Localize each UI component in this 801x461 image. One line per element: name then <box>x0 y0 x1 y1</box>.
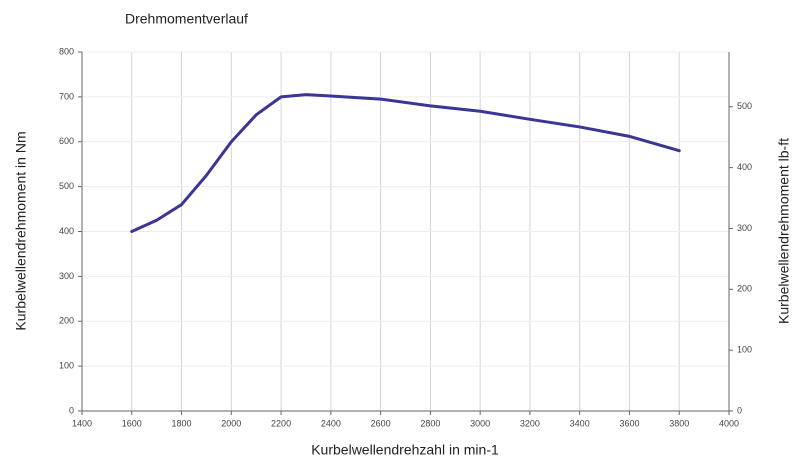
y-tick-label: 600 <box>59 136 74 146</box>
y-tick-label: 500 <box>59 181 74 191</box>
x-tick-label: 1600 <box>122 418 142 428</box>
y2-tick-label: 100 <box>737 345 752 355</box>
x-tick-label: 3800 <box>669 418 689 428</box>
x-tick-label: 3600 <box>619 418 639 428</box>
y2-tick-label: 0 <box>737 405 742 415</box>
y-tick-label: 400 <box>59 226 74 236</box>
y2-axis-label: Kurbelwellendrehmoment lb-ft <box>776 138 792 324</box>
y2-tick-label: 300 <box>737 223 752 233</box>
x-tick-label: 2800 <box>420 418 440 428</box>
chart-title: Drehmomentverlauf <box>125 11 248 27</box>
x-tick-label: 3200 <box>520 418 540 428</box>
x-tick-label: 3000 <box>470 418 490 428</box>
y2-tick-label: 400 <box>737 162 752 172</box>
y2-tick-label: 200 <box>737 284 752 294</box>
torque-line <box>130 93 681 233</box>
x-tick-label: 2200 <box>271 418 291 428</box>
y-tick-label: 300 <box>59 271 74 281</box>
y2-tick-label: 500 <box>737 101 752 111</box>
x-tick-label: 1400 <box>72 418 92 428</box>
x-tick-label: 2000 <box>221 418 241 428</box>
x-tick-label: 2400 <box>321 418 341 428</box>
y-tick-label: 800 <box>59 46 74 56</box>
y-tick-label: 200 <box>59 316 74 326</box>
y-tick-label: 0 <box>69 405 74 415</box>
x-tick-label: 4000 <box>719 418 739 428</box>
x-tick-label: 1800 <box>172 418 192 428</box>
y-tick-label: 100 <box>59 361 74 371</box>
y-tick-label: 700 <box>59 91 74 101</box>
y-axis-label: Kurbelwellendrehmoment in Nm <box>13 131 29 330</box>
x-tick-label: 3400 <box>570 418 590 428</box>
x-tick-label: 2600 <box>371 418 391 428</box>
x-axis-label: Kurbelwellendrehzahl in min-1 <box>311 442 499 458</box>
